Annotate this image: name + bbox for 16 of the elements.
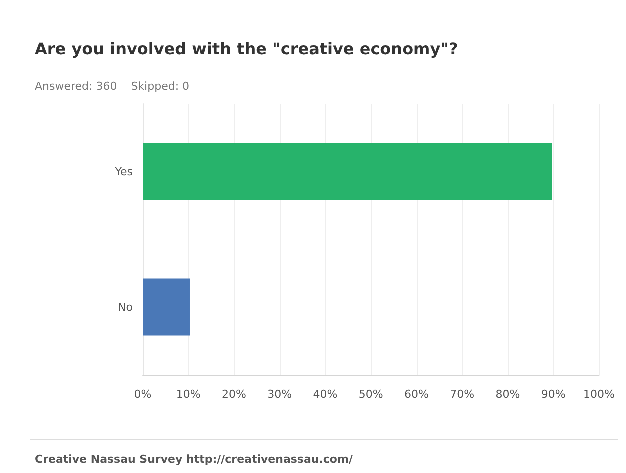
chart-subtitle: Answered: 360 Skipped: 0 [35,80,190,93]
x-tick-label: 20% [222,388,246,401]
x-tick-label: 60% [404,388,429,401]
x-tick-label: 90% [541,388,566,401]
chart-title: Are you involved with the "creative economy"? [35,40,458,58]
x-tick-label: 70% [450,388,475,401]
x-tick-label: 40% [313,388,338,401]
x-tick-label: 100% [584,388,616,401]
x-tick-label: 10% [176,388,201,401]
x-tick-label: 50% [358,388,384,401]
x-tick-label: 30% [268,388,292,401]
x-tick-label: 80% [496,388,520,401]
y-tick-label: Yes [114,165,134,178]
text: Creative Nassau Survey http://creativenassau.com/ [35,453,354,466]
x-tick-label: 0% [134,388,152,401]
y-tick-label: No [118,300,134,314]
